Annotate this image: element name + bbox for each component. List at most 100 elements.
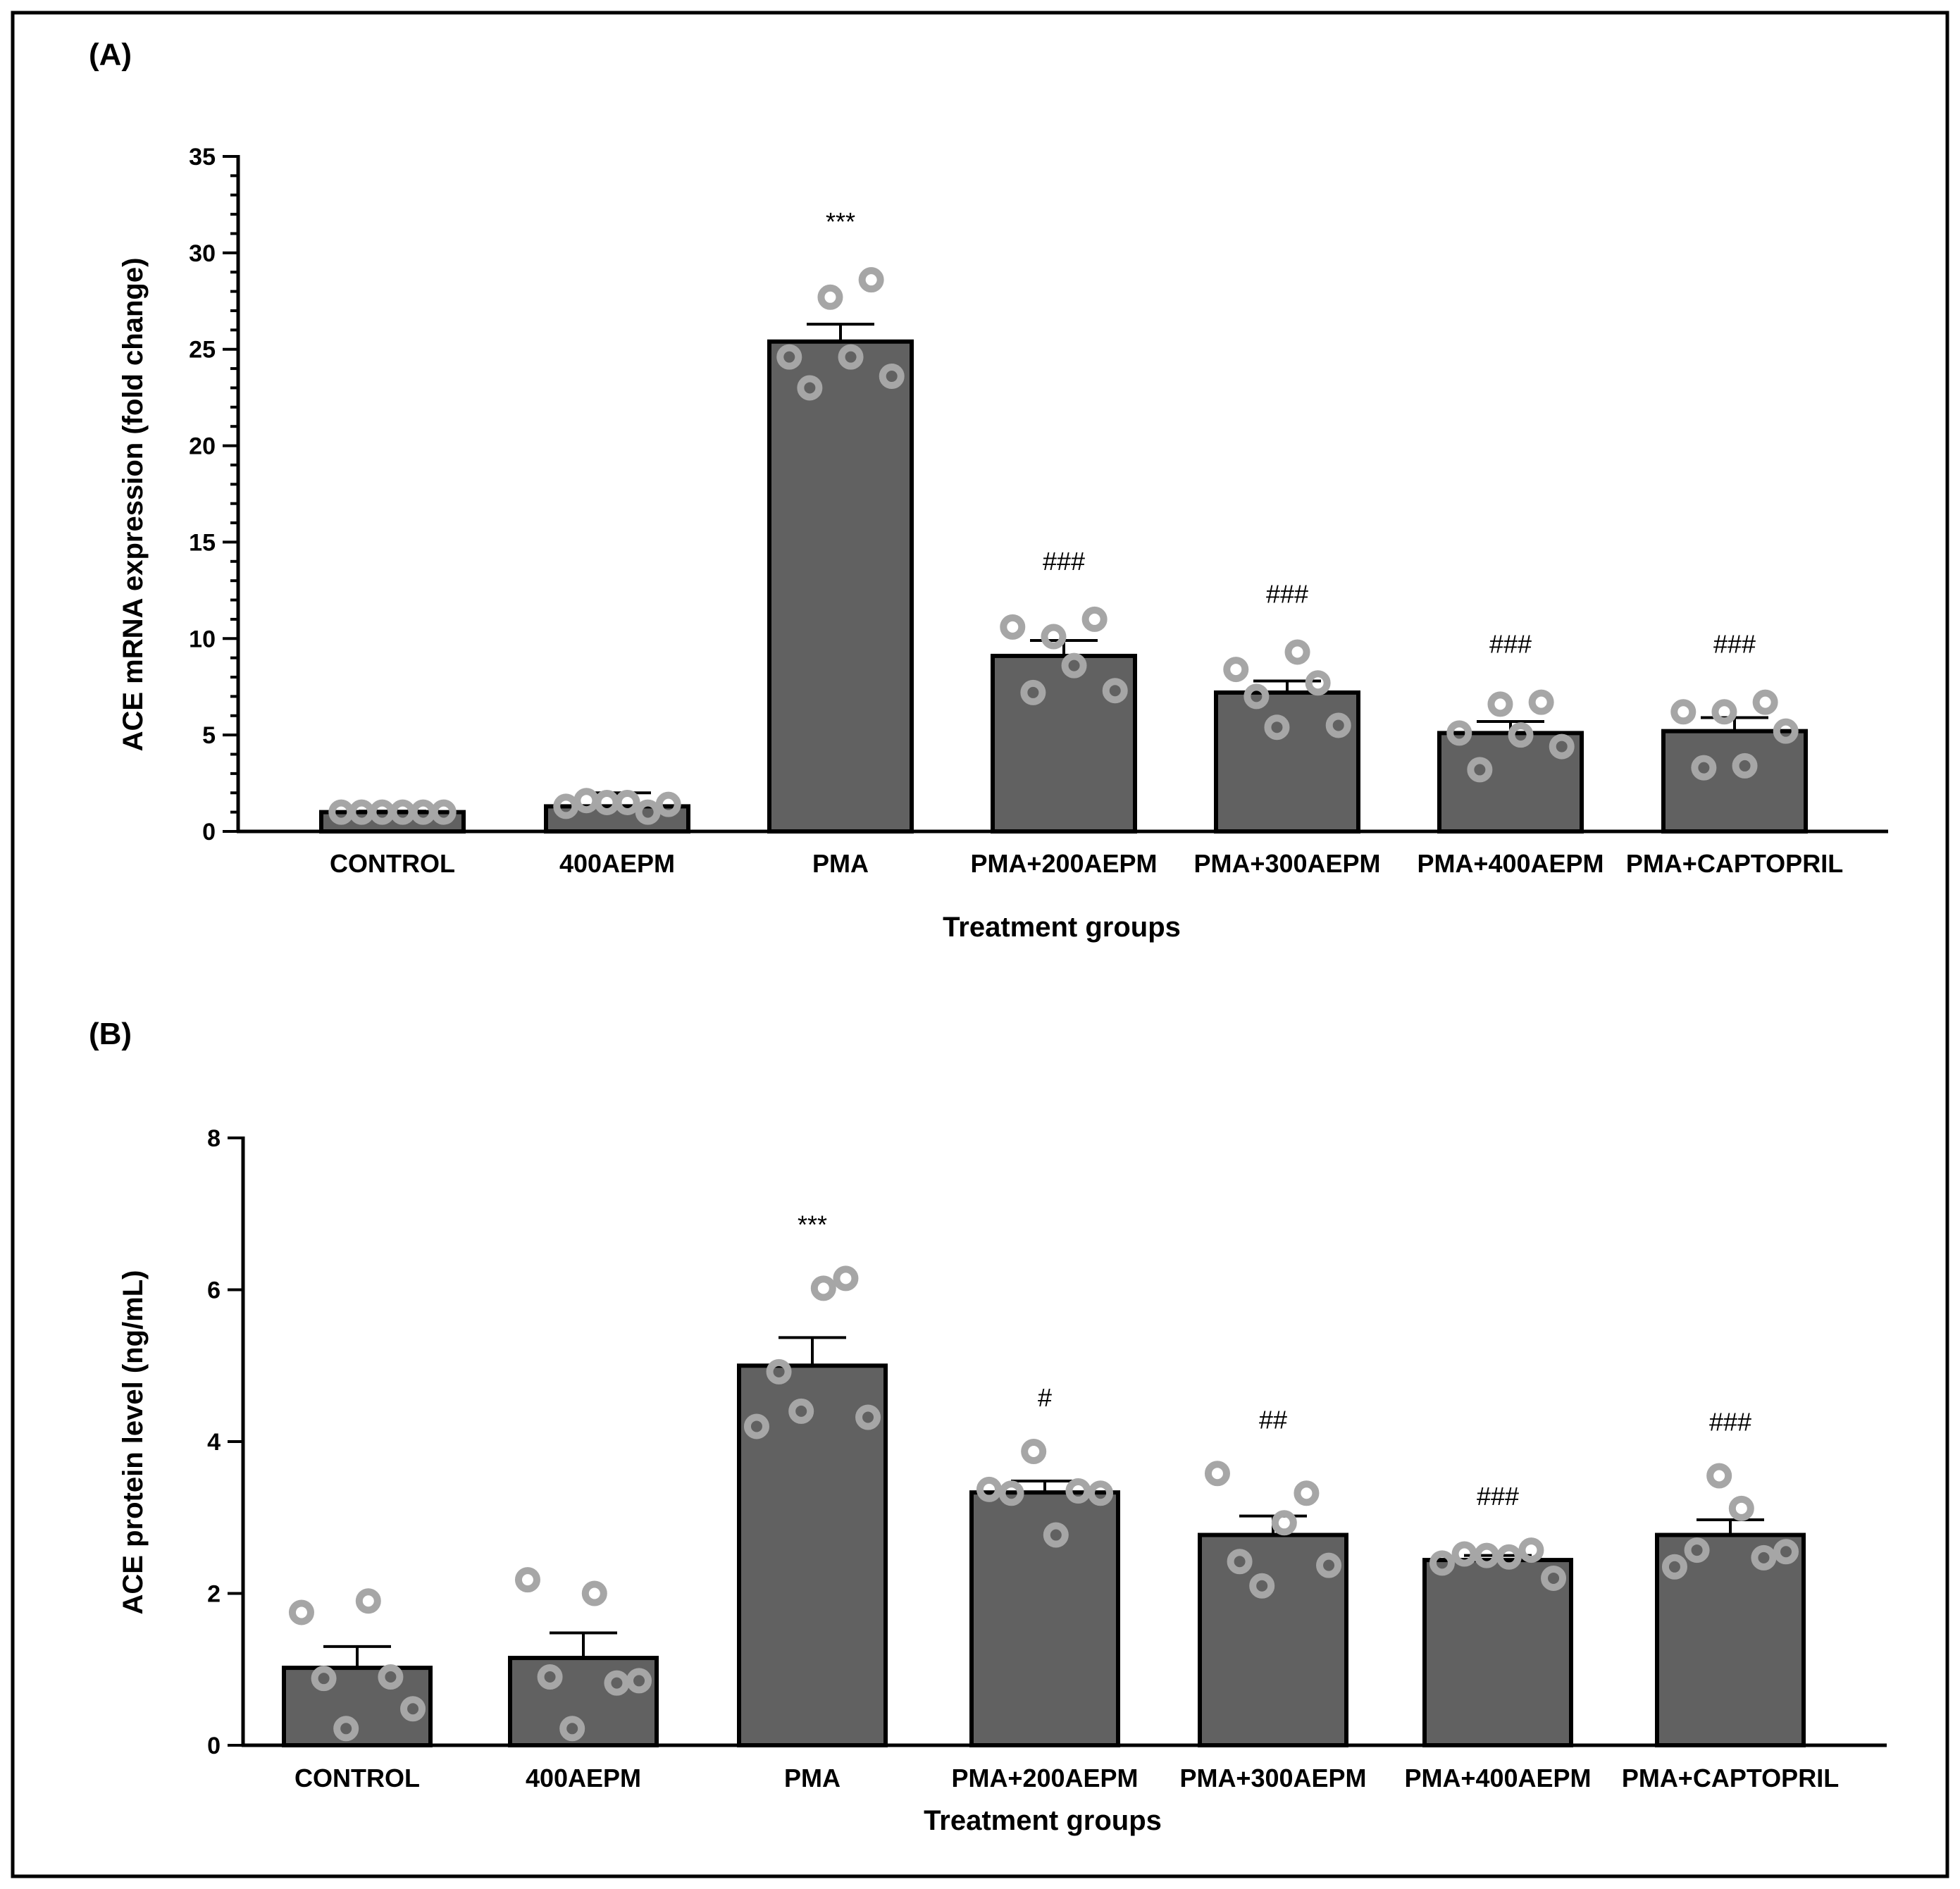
panel-a-data-point [1102, 678, 1128, 704]
panel-b-data-point [333, 1716, 359, 1742]
panel-a-data-point [1284, 639, 1310, 665]
panel-b-y-tick-label: 0 [207, 1733, 221, 1759]
panel-a-data-point [553, 793, 579, 819]
panel-a: (A) ACE mRNA expression (fold change) Tr… [89, 37, 1888, 943]
panel-b-data-point [833, 1265, 859, 1292]
panel-a-data-point [1446, 720, 1472, 746]
panel-a-data-point [1508, 722, 1534, 748]
panel-a-data-point [1264, 714, 1290, 741]
panel-b-data-point [1773, 1539, 1799, 1565]
panel-b-data-point [1227, 1549, 1253, 1575]
panel-b-data-point [998, 1480, 1024, 1506]
panel-a-data-point [1711, 699, 1737, 725]
panel-a-y-tick-label: 25 [189, 337, 216, 364]
panel-b-category-label: CONTROL [294, 1764, 420, 1792]
panel-b-data-point [1249, 1573, 1275, 1599]
panel-b-data-point [355, 1588, 381, 1614]
panel-a-y-tick-label: 15 [189, 529, 216, 556]
panel-b-data-point [810, 1275, 836, 1301]
panel-b-data-point [514, 1567, 540, 1593]
panel-b-data-point [1204, 1461, 1230, 1487]
panel-a-data-point [776, 344, 802, 370]
panel-b-data-point [1684, 1537, 1710, 1563]
panel-b-data-point [1065, 1478, 1091, 1504]
panel-b-bar [1198, 1532, 1348, 1747]
panel-b-data-point [1541, 1565, 1567, 1591]
panel-b-significance-label: *** [798, 1210, 827, 1239]
panel-b-y-tick-label: 6 [207, 1277, 221, 1304]
panel-a-data-point [1487, 691, 1513, 717]
panel-b-data-point [1751, 1544, 1777, 1571]
panel-a-data-point [1223, 657, 1249, 683]
panel-a-y-axis-title: ACE mRNA expression (fold change) [118, 258, 149, 752]
panel-b-data-point [311, 1666, 337, 1692]
panel-a-significance-label: ### [1266, 579, 1308, 608]
panel-b-data-point [581, 1580, 607, 1606]
panel-a-category-label: CONTROL [330, 849, 455, 878]
panel-a-data-point [430, 799, 457, 825]
panel-b-data-point [1294, 1480, 1320, 1506]
panel-a-data-point [635, 799, 661, 825]
panel-b-data-point [1474, 1542, 1500, 1568]
panel-b-y-tick-label: 4 [207, 1429, 221, 1456]
panel-a-x-axis-title: Treatment groups [943, 912, 1181, 943]
panel-a-data-point [858, 267, 884, 293]
panel-a-category-label: PMA+300AEPM [1193, 849, 1380, 878]
panel-a-data-point [1670, 699, 1697, 725]
panel-a-data-point [1732, 752, 1758, 779]
panel-a-bar [1661, 729, 1808, 834]
panel-b-data-point [1271, 1510, 1297, 1536]
panel-b-data-point [604, 1670, 630, 1696]
panel-b-data-point [1451, 1541, 1477, 1567]
panel-a-category-label: PMA+CAPTOPRIL [1626, 849, 1843, 878]
panel-a-y-tick-label: 20 [189, 433, 216, 460]
panel-b-bar [1422, 1558, 1573, 1748]
panel-a-data-point [838, 344, 864, 370]
panel-a-bar [767, 339, 914, 834]
panel-b-data-point [1429, 1550, 1455, 1576]
panel-a-data-point [1691, 755, 1717, 781]
panel-a-y-tick-label: 0 [202, 819, 216, 846]
panel-b-data-point [1316, 1552, 1342, 1578]
panel-a-significance-label: *** [826, 207, 855, 236]
panel-b-data-point [976, 1476, 1002, 1502]
panel-b-data-point [788, 1398, 814, 1424]
panel-a-data-point [1305, 670, 1331, 696]
panel-a-significance-label: ### [1489, 630, 1532, 659]
panel-b-data-point [288, 1599, 314, 1625]
panel-b-data-point [855, 1404, 881, 1430]
panel-b-data-point [1518, 1537, 1544, 1563]
panel-a-data-point [614, 789, 640, 815]
panel-a-data-point [1000, 614, 1026, 640]
panel-b-x-axis-title: Treatment groups [924, 1805, 1162, 1836]
panel-a-data-point [1243, 683, 1270, 710]
panel-a-category-label: 400AEPM [559, 849, 675, 878]
panel-b-significance-label: ### [1477, 1482, 1519, 1511]
panel-b-data-point [1043, 1522, 1069, 1548]
panel-b-significance-label: ## [1259, 1405, 1287, 1434]
panel-b-data-point [378, 1664, 404, 1690]
panel-b-significance-label: # [1038, 1383, 1052, 1412]
panel-b-data-point [743, 1413, 769, 1439]
panel-a-y-tick-label: 30 [189, 240, 216, 267]
panel-b-data-point [400, 1696, 426, 1722]
panel-b-data-point [1728, 1495, 1754, 1521]
panel-a-data-point [797, 375, 823, 401]
panel-b-bar [1655, 1532, 1806, 1747]
panel-b-data-point [626, 1668, 652, 1694]
panel-b-category-label: PMA+200AEPM [951, 1764, 1138, 1792]
panel-b: (B) ACE protein level (ng/mL) Treatment … [89, 1017, 1887, 1836]
panel-b-category-label: PMA+300AEPM [1179, 1764, 1366, 1792]
panel-a-data-point [1752, 689, 1778, 715]
panel-a-data-point [1041, 624, 1067, 650]
panel-a-category-label: PMA [812, 849, 869, 878]
panel-a-data-point [1467, 757, 1493, 783]
panel-a-significance-label: ### [1713, 630, 1756, 659]
panel-b-category-label: PMA+400AEPM [1404, 1764, 1591, 1792]
panel-b-significance-label: ### [1709, 1407, 1751, 1436]
panel-b-data-point [1496, 1544, 1522, 1570]
panel-a-data-point [1325, 712, 1351, 738]
panel-b-data-point [559, 1716, 585, 1742]
panel-a-data-point [655, 791, 681, 817]
panel-a-data-point [1773, 718, 1799, 744]
